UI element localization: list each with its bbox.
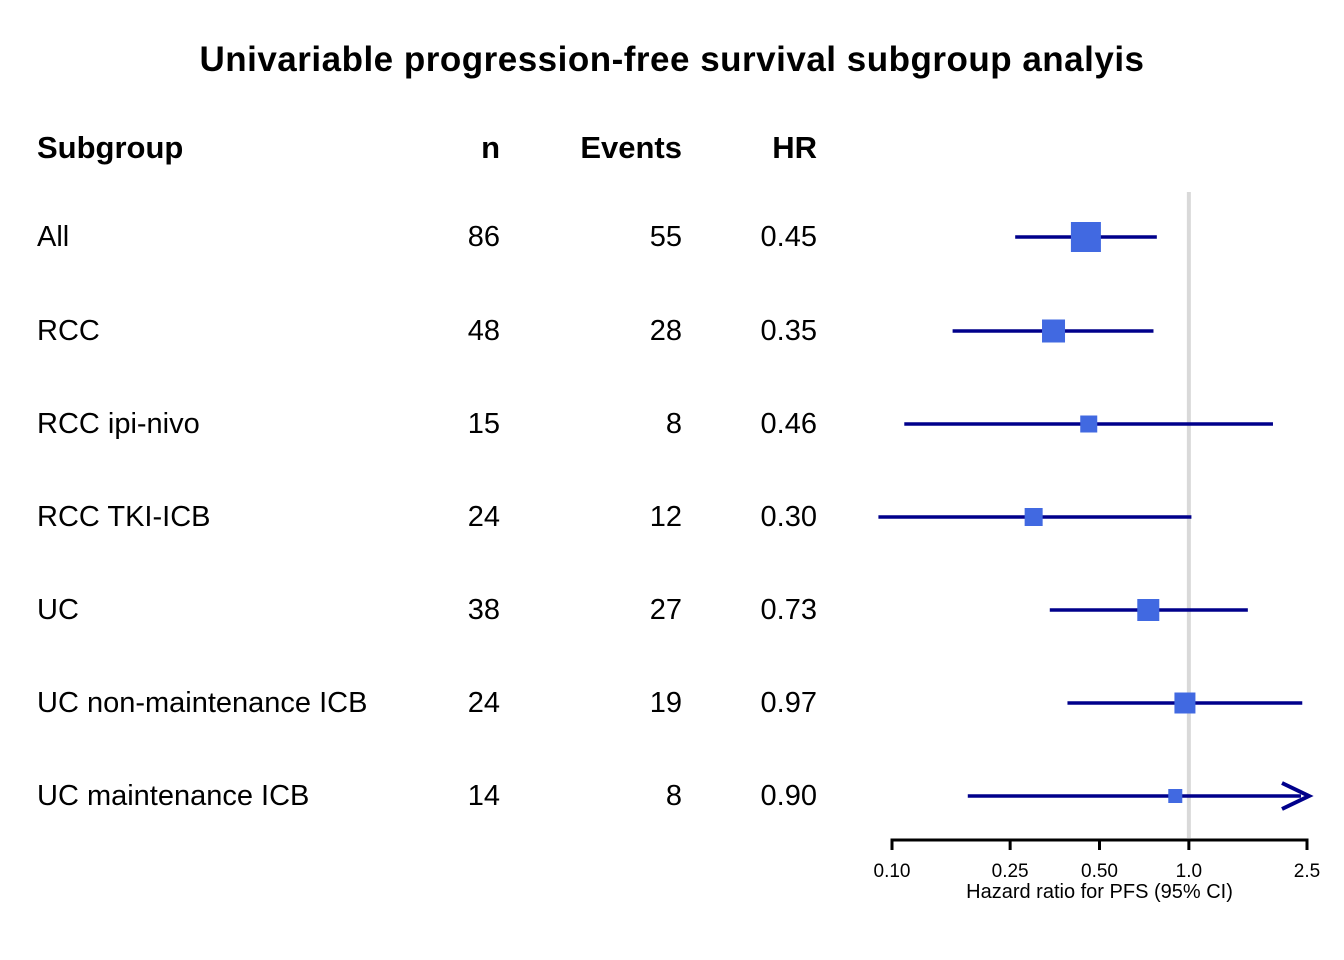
x-axis-title: Hazard ratio for PFS (95% CI) (966, 881, 1233, 903)
table-row: RCC TKI-ICB 24 12 0.30 (37, 499, 837, 535)
header-subgroup: Subgroup (37, 130, 184, 165)
events-value: 28 (649, 315, 682, 347)
subgroup-label: UC maintenance ICB (37, 780, 310, 812)
hr-value: 0.73 (760, 594, 817, 626)
table-header-row: Subgroup n Events HR (37, 130, 837, 166)
subgroup-label: UC non-maintenance ICB (37, 687, 368, 719)
subgroup-label: RCC (37, 315, 100, 347)
n-value: 15 (467, 408, 500, 440)
tick-label: 1.0 (1176, 861, 1202, 882)
hr-value: 0.90 (760, 780, 817, 812)
n-value: 24 (467, 501, 500, 533)
table-row: RCC 48 28 0.35 (37, 313, 837, 349)
events-value: 27 (649, 594, 682, 626)
hr-value: 0.97 (760, 687, 817, 719)
events-value: 8 (665, 780, 682, 812)
events-value: 8 (665, 408, 682, 440)
subgroup-label: RCC ipi-nivo (37, 408, 200, 440)
hr-marker (1174, 692, 1196, 714)
tick-label: 0.50 (1081, 861, 1118, 882)
hr-value: 0.46 (760, 408, 817, 440)
subgroup-label: UC (37, 594, 79, 626)
hr-value: 0.45 (760, 221, 817, 253)
header-n: n (481, 130, 500, 165)
tick-label: 0.10 (874, 861, 911, 882)
hr-value: 0.30 (760, 501, 817, 533)
hr-marker (1042, 319, 1066, 343)
tick-label: 2.5 (1294, 861, 1320, 882)
tick-label: 0.25 (992, 861, 1029, 882)
events-value: 19 (649, 687, 682, 719)
chart-title: Univariable progression-free survival su… (199, 40, 1145, 79)
n-value: 14 (467, 780, 500, 812)
table-row: RCC ipi-nivo 15 8 0.46 (37, 406, 837, 442)
n-value: 48 (467, 315, 500, 347)
table-row: UC 38 27 0.73 (37, 592, 837, 628)
table-row: All 86 55 0.45 (37, 219, 837, 255)
n-value: 24 (467, 687, 500, 719)
table-row: UC non-maintenance ICB 24 19 0.97 (37, 685, 837, 721)
hr-marker (1024, 508, 1043, 526)
n-value: 86 (467, 221, 500, 253)
header-events: Events (580, 130, 682, 165)
subgroup-label: RCC TKI-ICB (37, 501, 211, 533)
hr-marker (1168, 789, 1183, 803)
hr-value: 0.35 (760, 315, 817, 347)
header-hr: HR (772, 130, 817, 165)
arrow-head-icon (1281, 781, 1314, 811)
table-row: UC maintenance ICB 14 8 0.90 (37, 778, 837, 814)
events-value: 55 (649, 221, 682, 253)
events-value: 12 (649, 501, 682, 533)
hr-marker (1080, 415, 1098, 433)
n-value: 38 (467, 594, 500, 626)
hr-marker (1070, 222, 1101, 252)
subgroup-label: All (37, 221, 70, 253)
hr-marker (1137, 599, 1160, 621)
